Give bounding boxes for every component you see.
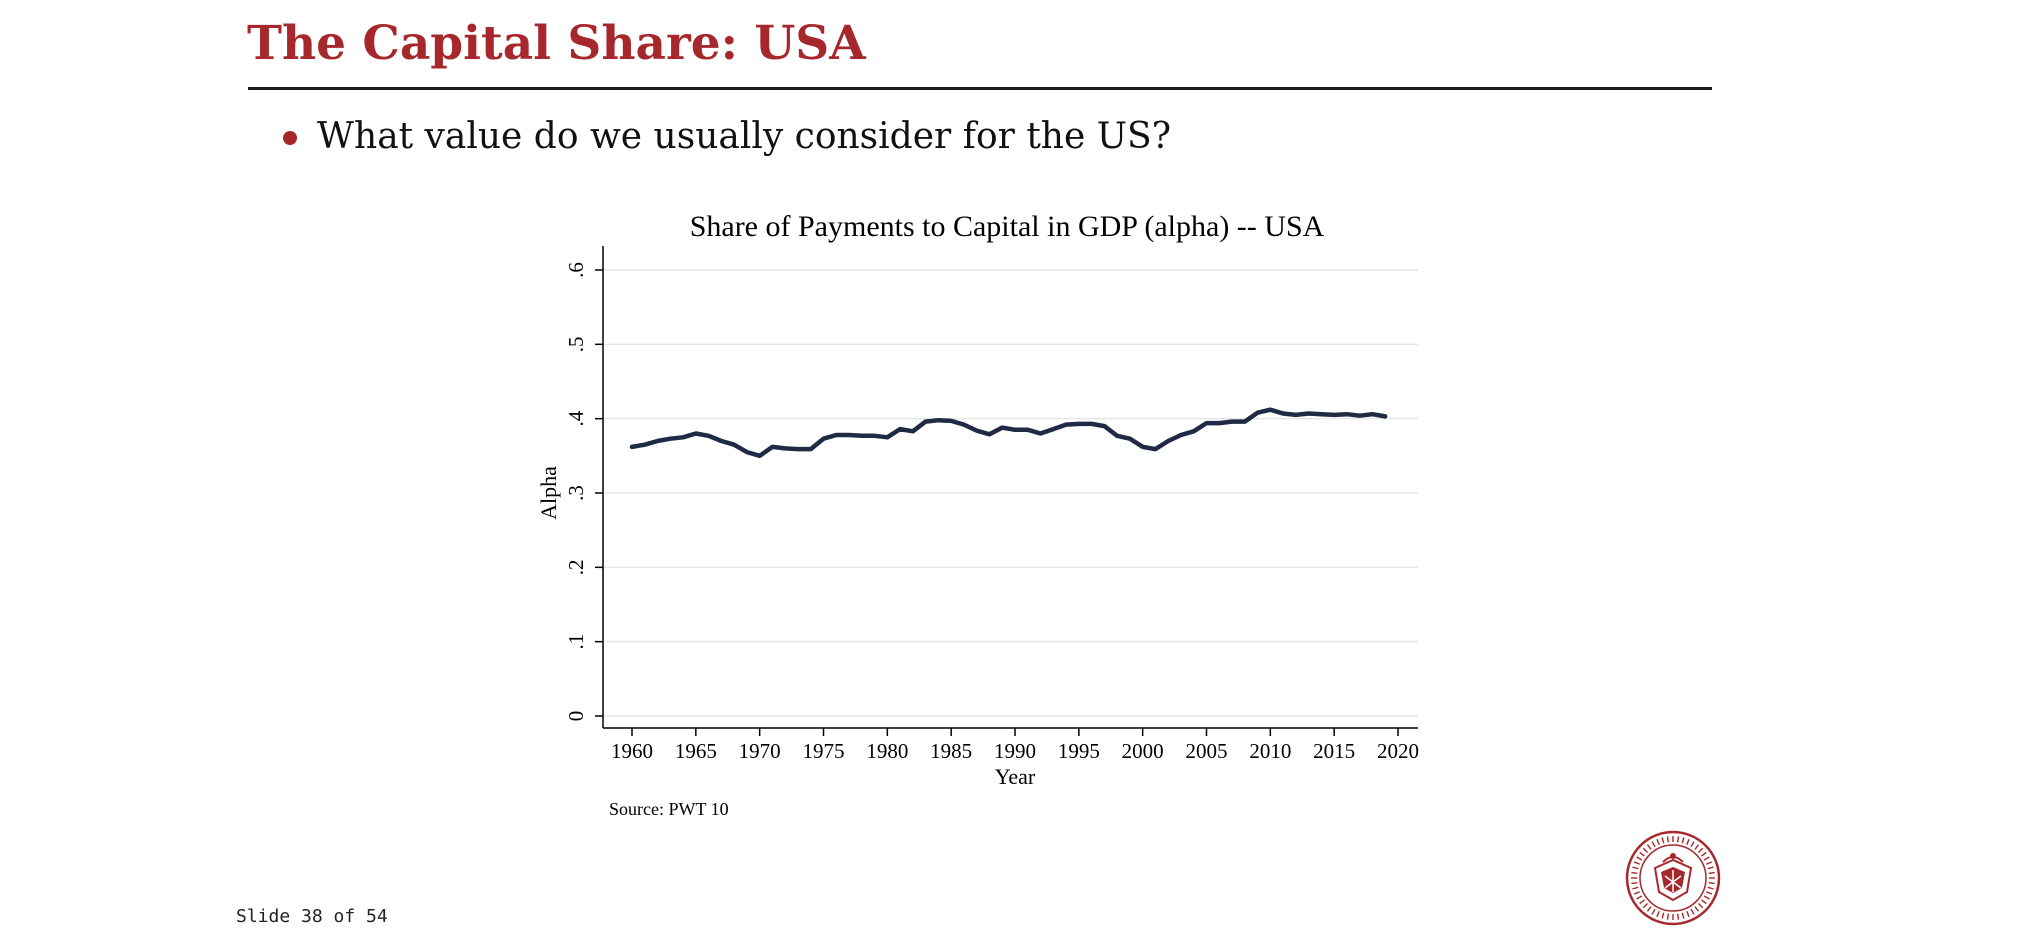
x-tick-label: 1960 (611, 739, 653, 763)
y-tick-label: .3 (564, 485, 588, 501)
x-tick-label: 1975 (803, 739, 845, 763)
y-tick-label: .4 (564, 410, 588, 426)
bullet-dot-icon (283, 130, 297, 145)
x-tick-label: 1990 (994, 739, 1036, 763)
bullet-text: What value do we usually consider for th… (317, 116, 1172, 157)
x-tick-label: 2015 (1313, 739, 1355, 763)
x-axis-label: Year (995, 764, 1036, 789)
x-tick-label: 2010 (1249, 739, 1291, 763)
slide-title: The Capital Share: USA (247, 16, 866, 71)
y-tick-label: .1 (564, 634, 588, 650)
x-tick-label: 2020 (1377, 739, 1419, 763)
series-line-alpha (629, 407, 1388, 459)
x-tick-label: 2000 (1122, 739, 1164, 763)
chart-source-note: Source: PWT 10 (609, 799, 729, 819)
x-tick-label: 1970 (739, 739, 781, 763)
line-chart: 0.1.2.3.4.5.6 1960 1965 1970 1975 1980 1985 19… (536, 210, 1419, 819)
university-seal-icon (1625, 830, 1721, 926)
chart-title: Share of Payments to Capital in GDP (alp… (690, 210, 1325, 243)
x-tick-label: 1965 (675, 739, 717, 763)
title-divider (248, 87, 1712, 90)
y-tick-label: .6 (564, 262, 588, 278)
x-tick-label: 2005 (1186, 739, 1228, 763)
y-tick-label: .2 (564, 559, 588, 575)
y-axis-label: Alpha (536, 466, 561, 520)
y-tick-label: 0 (564, 711, 588, 722)
y-axis-ticks: 0 .1 .2 .3 .4 .5 .6 (564, 262, 603, 721)
x-tick-label: 1980 (866, 739, 908, 763)
x-axis-ticks: 1960 1965 1970 1975 1980 1985 1990 1995 2000 2005… (611, 728, 1419, 763)
bullet-item: What value do we usually consider for th… (283, 116, 1171, 157)
x-tick-label: 1985 (930, 739, 972, 763)
grid-lines (604, 269, 1418, 717)
slide-counter: Slide 38 of 54 (236, 906, 388, 927)
x-tick-label: 1995 (1058, 739, 1100, 763)
y-tick-label: .5 (564, 336, 588, 352)
